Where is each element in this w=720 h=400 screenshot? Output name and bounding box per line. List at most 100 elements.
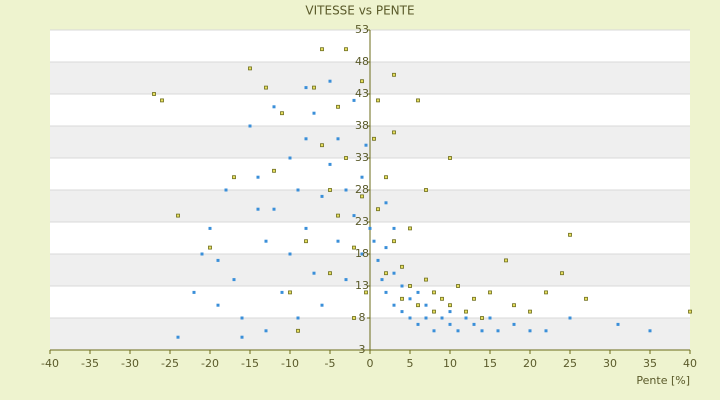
point — [448, 156, 452, 160]
point — [256, 175, 260, 179]
x-axis-label: Pente [%] — [636, 374, 690, 387]
x-tick-label: 20 — [523, 357, 537, 370]
point — [352, 98, 356, 102]
point — [440, 296, 444, 301]
point — [568, 316, 572, 320]
point — [400, 296, 404, 301]
point — [336, 137, 340, 141]
point — [240, 316, 244, 320]
point — [424, 277, 428, 282]
point — [464, 316, 468, 320]
point — [360, 194, 364, 199]
point — [496, 329, 500, 333]
point — [256, 207, 260, 211]
point — [304, 226, 308, 230]
x-tick-label: -35 — [81, 357, 99, 370]
point — [320, 303, 324, 307]
point — [416, 98, 420, 103]
point — [312, 111, 316, 115]
point — [616, 322, 620, 326]
point — [372, 239, 376, 243]
point — [376, 98, 380, 103]
point — [328, 79, 332, 83]
point — [176, 335, 180, 339]
point — [456, 284, 460, 288]
point — [376, 258, 380, 262]
point — [248, 124, 252, 128]
point — [344, 156, 348, 160]
point — [336, 239, 340, 243]
point — [432, 329, 436, 333]
point — [480, 329, 484, 333]
x-tick-label: 40 — [683, 357, 697, 370]
point — [352, 214, 356, 218]
x-tick-label: 35 — [643, 357, 657, 370]
point — [352, 245, 356, 250]
point — [584, 296, 588, 301]
point — [360, 79, 364, 84]
point — [392, 130, 396, 135]
y-tick-label: 18 — [355, 247, 369, 260]
point — [208, 226, 212, 230]
point — [320, 143, 324, 148]
point — [392, 226, 396, 230]
point — [480, 316, 484, 320]
point — [648, 329, 652, 333]
point — [408, 316, 412, 320]
point — [344, 278, 348, 282]
point — [360, 175, 364, 179]
point — [488, 290, 492, 295]
y-tick-label: 23 — [355, 215, 369, 228]
point — [176, 213, 180, 218]
point — [264, 239, 268, 243]
point — [368, 226, 372, 230]
x-tick-label: 5 — [407, 357, 414, 370]
point — [408, 284, 412, 288]
y-tick-label: 3 — [359, 343, 366, 356]
point — [408, 297, 412, 301]
point — [372, 136, 376, 141]
point — [416, 303, 420, 308]
point — [392, 303, 396, 307]
point — [432, 309, 436, 314]
point — [344, 188, 348, 192]
point — [328, 162, 332, 166]
point — [440, 316, 444, 320]
point — [528, 329, 532, 333]
point — [376, 207, 380, 212]
y-tick-label: 13 — [355, 279, 369, 292]
point — [296, 328, 300, 333]
y-tick-label: 38 — [355, 119, 369, 132]
point — [688, 309, 692, 314]
point — [424, 316, 428, 320]
point — [160, 98, 164, 103]
point — [384, 175, 388, 180]
point — [320, 47, 324, 52]
point — [360, 252, 364, 256]
point — [512, 303, 516, 308]
point — [424, 303, 428, 307]
point — [512, 322, 516, 326]
point — [232, 175, 236, 180]
point — [400, 264, 404, 269]
point — [280, 111, 284, 116]
point — [504, 258, 508, 263]
point — [364, 290, 368, 295]
point — [392, 72, 396, 77]
point — [528, 309, 532, 314]
point — [352, 316, 356, 320]
chart-title: VITESSE vs PENTE — [305, 4, 414, 18]
y-tick-label: 48 — [355, 55, 369, 68]
point — [364, 143, 368, 147]
point — [448, 322, 452, 326]
point — [304, 86, 308, 90]
x-tick-label: -20 — [201, 357, 219, 370]
point — [384, 271, 388, 276]
point — [488, 316, 492, 320]
point — [400, 284, 404, 288]
point — [288, 156, 292, 160]
y-tick-label: 33 — [355, 151, 369, 164]
y-tick-label: 28 — [355, 183, 369, 196]
